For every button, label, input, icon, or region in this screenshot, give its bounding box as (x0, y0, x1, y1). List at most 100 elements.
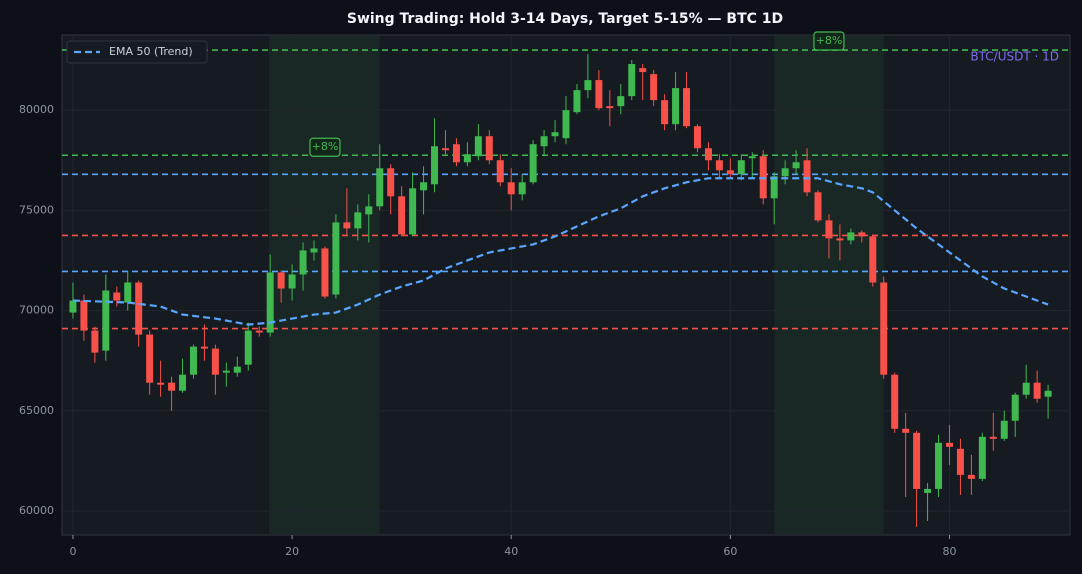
chart-title: Swing Trading: Hold 3-14 Days, Target 5-… (347, 11, 783, 27)
candle-body (321, 248, 329, 297)
x-tick-label: 60 (723, 545, 737, 558)
candle-body (770, 176, 778, 199)
candle-body (891, 374, 899, 429)
candle-body (102, 290, 110, 351)
candle-body (398, 196, 406, 235)
candle-body (945, 442, 953, 447)
x-tick-label: 0 (69, 545, 76, 558)
annotation-box (813, 31, 845, 51)
legend-label: EMA 50 (Trend) (109, 45, 193, 58)
candle-body (847, 232, 855, 241)
candle-body (540, 136, 548, 147)
candle-body (222, 370, 230, 373)
candle-body (1000, 420, 1008, 439)
candle-body (978, 436, 986, 479)
candle-body (113, 292, 121, 301)
candle-body (441, 148, 449, 151)
candle-body (902, 428, 910, 433)
y-tick-label: 75000 (19, 203, 54, 216)
x-tick-label: 40 (504, 545, 518, 558)
candle-body (179, 374, 187, 391)
candle-body (803, 160, 811, 193)
y-tick-label: 80000 (19, 103, 54, 116)
candle-body (277, 272, 285, 289)
candle-body (387, 168, 395, 197)
candle-body (1011, 394, 1019, 421)
candle-body (91, 330, 99, 353)
candle-body (606, 106, 614, 109)
candle-body (420, 182, 428, 191)
candle-body (189, 346, 197, 375)
candle-body (737, 160, 745, 175)
y-tick-label: 70000 (19, 304, 54, 317)
candle-body (913, 432, 921, 489)
candle-body (617, 96, 625, 107)
candle-body (233, 366, 241, 373)
candle-body (135, 282, 143, 335)
x-tick-label: 80 (942, 545, 956, 558)
candle-body (573, 90, 581, 113)
x-tick-label: 20 (285, 545, 299, 558)
candle-body (967, 474, 975, 479)
candle-body (781, 168, 789, 177)
candle-body (332, 222, 340, 295)
candle-body (200, 346, 208, 349)
candle-body (452, 144, 460, 163)
candle-body (168, 382, 176, 391)
candle-body (1033, 382, 1041, 399)
candle-body (518, 182, 526, 195)
candle-body (661, 100, 669, 125)
candle-body (211, 348, 219, 375)
candle-body (715, 160, 723, 171)
candle-body (683, 88, 691, 127)
candle-body (244, 330, 252, 365)
candle-body (343, 222, 351, 229)
candle-body (69, 300, 77, 313)
candle-body (485, 136, 493, 161)
candle-body (924, 488, 932, 493)
candle-body (529, 144, 537, 183)
ema-line (72, 177, 1049, 326)
candle-body (146, 334, 154, 383)
highlight-region (774, 36, 884, 534)
y-tick-label: 65000 (19, 404, 54, 417)
candle-body (463, 154, 471, 163)
candle-body (255, 330, 263, 333)
candle-body (814, 192, 822, 221)
annotation-label: +8% (816, 34, 843, 47)
candle-body (693, 126, 701, 149)
candle-body (672, 88, 680, 125)
candle-body (650, 74, 658, 101)
candle-body (792, 162, 800, 169)
candle-body (310, 248, 318, 253)
candle-body (935, 442, 943, 489)
candle-body (80, 300, 88, 331)
candle-body (869, 236, 877, 283)
candle-body (584, 80, 592, 91)
candle-body (551, 132, 559, 137)
candle-body (704, 148, 712, 161)
candle-body (726, 170, 734, 175)
candle-body (956, 448, 964, 475)
candle-body (288, 274, 296, 289)
candle-body (354, 212, 362, 229)
candle-body (409, 188, 417, 235)
candle-body (496, 160, 504, 183)
candle-body (365, 206, 373, 215)
candle-body (989, 436, 997, 439)
candle-body (266, 272, 274, 333)
candle-body (595, 80, 603, 109)
candle-body (1044, 390, 1052, 397)
watermark: BTC/USDT · 1D (970, 50, 1059, 64)
candle-body (880, 282, 888, 375)
annotation-box (309, 137, 341, 157)
candle-body (431, 146, 439, 185)
candle-body (157, 382, 165, 385)
legend-box (66, 40, 208, 64)
candle-body (825, 220, 833, 239)
candle-body (474, 136, 482, 157)
candle-body (376, 168, 384, 207)
annotation-label: +8% (312, 140, 339, 153)
candle-body (562, 110, 570, 139)
